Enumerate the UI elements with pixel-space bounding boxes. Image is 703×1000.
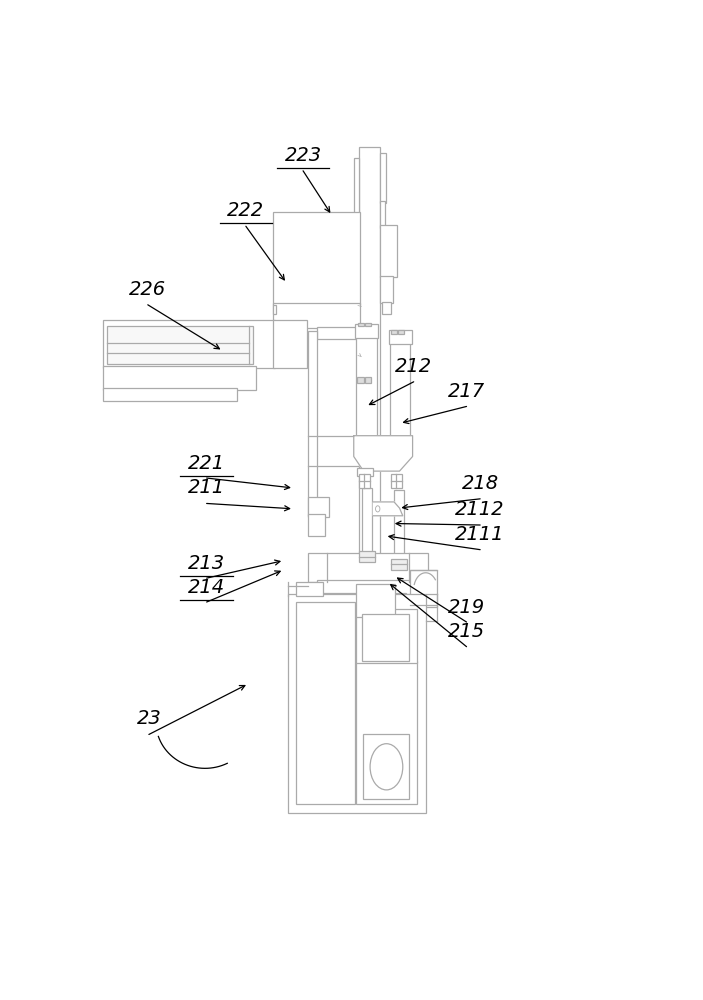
Bar bbox=[107, 326, 253, 364]
Text: 211: 211 bbox=[188, 478, 225, 497]
Bar bbox=[308, 497, 329, 517]
Bar bbox=[380, 276, 393, 303]
Bar bbox=[363, 734, 409, 799]
Bar bbox=[394, 490, 404, 559]
Bar bbox=[359, 474, 370, 488]
Bar bbox=[296, 602, 355, 804]
Text: 222: 222 bbox=[227, 201, 264, 220]
Text: 221: 221 bbox=[188, 454, 225, 473]
Text: 223: 223 bbox=[285, 146, 322, 165]
Bar bbox=[357, 468, 373, 476]
Polygon shape bbox=[373, 502, 403, 516]
Bar bbox=[411, 570, 437, 607]
Bar bbox=[319, 593, 406, 607]
Bar bbox=[103, 366, 256, 389]
Bar bbox=[365, 323, 370, 326]
Text: 215: 215 bbox=[448, 622, 485, 641]
Bar bbox=[273, 320, 307, 368]
Bar bbox=[273, 303, 361, 328]
Bar bbox=[356, 661, 417, 804]
Bar bbox=[359, 551, 375, 562]
Bar bbox=[355, 324, 378, 338]
Text: 2111: 2111 bbox=[456, 524, 505, 544]
Bar bbox=[273, 305, 276, 314]
Circle shape bbox=[370, 744, 403, 790]
Bar bbox=[359, 147, 380, 694]
Bar bbox=[308, 514, 325, 536]
Bar bbox=[380, 225, 397, 277]
Bar bbox=[354, 224, 359, 266]
Bar bbox=[357, 377, 364, 383]
Bar bbox=[316, 580, 418, 594]
Text: 23: 23 bbox=[136, 709, 161, 728]
Circle shape bbox=[375, 506, 380, 512]
Bar bbox=[316, 327, 361, 339]
Bar bbox=[273, 212, 361, 305]
Bar bbox=[354, 158, 359, 228]
Text: 219: 219 bbox=[448, 598, 485, 617]
Bar bbox=[389, 343, 411, 443]
Text: 226: 226 bbox=[129, 280, 167, 299]
Bar bbox=[362, 488, 372, 553]
Bar bbox=[308, 553, 428, 582]
Text: 2112: 2112 bbox=[456, 500, 505, 519]
Bar bbox=[358, 323, 363, 326]
Bar bbox=[296, 582, 323, 596]
Bar bbox=[363, 614, 409, 661]
Text: 214: 214 bbox=[188, 578, 225, 597]
Bar bbox=[356, 337, 377, 437]
Bar bbox=[103, 320, 276, 368]
Bar bbox=[380, 153, 387, 203]
Polygon shape bbox=[354, 436, 413, 471]
Bar bbox=[391, 559, 407, 570]
Text: 217: 217 bbox=[448, 382, 485, 401]
Bar bbox=[288, 594, 426, 813]
Bar bbox=[389, 330, 411, 344]
Text: 218: 218 bbox=[462, 474, 498, 493]
Bar bbox=[365, 377, 371, 383]
Bar bbox=[356, 609, 417, 663]
Bar bbox=[103, 388, 237, 401]
Bar bbox=[392, 330, 397, 334]
Bar bbox=[382, 302, 392, 314]
Bar bbox=[391, 474, 401, 488]
Bar bbox=[356, 584, 395, 617]
Bar bbox=[380, 201, 385, 228]
Text: 213: 213 bbox=[188, 554, 225, 573]
Bar bbox=[308, 331, 316, 516]
Bar bbox=[399, 330, 404, 334]
Text: 212: 212 bbox=[395, 357, 432, 376]
